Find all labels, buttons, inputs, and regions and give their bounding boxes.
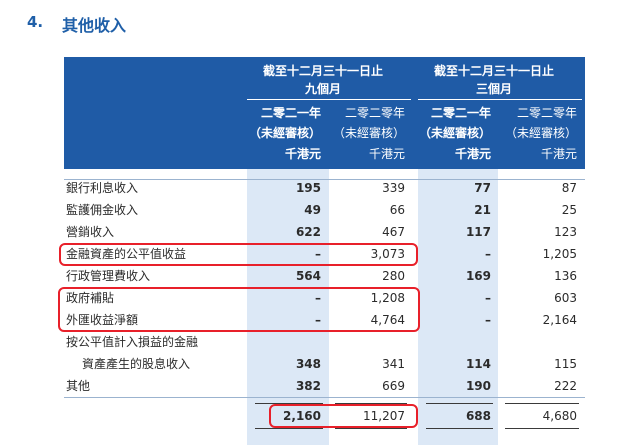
cell: 77 [474,181,491,195]
cell: 49 [304,203,321,217]
col3-year: 二零二一年 [430,106,491,120]
cell: 190 [465,379,491,393]
col4-status: （未經審核） [504,126,577,140]
total-cell: 688 [465,409,491,423]
row-label: 監護佣金收入 [66,203,139,217]
cell: 169 [465,269,491,283]
cell: 222 [554,379,577,393]
group-left-line1: 截至十二月三十一日止 [262,64,383,78]
section-title: 其他收入 [62,16,127,35]
cell: – [485,313,491,327]
cell: – [485,291,491,305]
total-rule [335,403,407,404]
row-label: 資產產生的股息收入 [82,357,191,371]
row-label: 金融資產的公平值收益 [66,247,187,261]
cell: 341 [382,357,405,371]
col2-year: 二零二零年 [344,106,405,120]
cell: – [315,247,321,261]
cell: 117 [465,225,491,239]
highlight-box [58,287,420,332]
cell: 564 [295,269,321,283]
col3-unit: 千港元 [454,147,491,161]
total-cell: 4,680 [542,409,577,423]
row-divider [64,397,585,398]
col3-status: （未經審核） [418,126,491,140]
cell: 603 [554,291,577,305]
col1-shade [247,169,329,445]
cell: 195 [295,181,321,195]
row-label: 其他 [66,379,91,393]
cell: 87 [561,181,577,195]
table-header [64,57,585,169]
section-number: 4. [27,13,44,31]
cell: 280 [382,269,405,283]
group-right-line2: 三個月 [475,82,512,96]
cell: 3,073 [370,247,405,261]
col4-unit: 千港元 [540,147,577,161]
cell: 339 [382,181,405,195]
group-right-divider [418,99,582,100]
total-rule [335,428,407,429]
group-right-line1: 截至十二月三十一日止 [433,64,554,78]
cell: 114 [465,357,491,371]
group-left-divider [247,99,411,100]
row-label: 營銷收入 [66,225,115,239]
total-rule [426,428,493,429]
cell: 123 [554,225,577,239]
cell: 21 [474,203,491,217]
col2-status: （未經審核） [332,126,405,140]
cell: 382 [295,379,321,393]
row-divider [64,179,585,180]
cell: 622 [295,225,321,239]
cell: 467 [382,225,405,239]
col4-year: 二零二零年 [516,106,577,120]
cell: 136 [554,269,577,283]
cell: – [315,313,321,327]
col3-shade [418,169,498,445]
row-label: 銀行利息收入 [66,181,139,195]
col1-unit: 千港元 [284,147,321,161]
col2-unit: 千港元 [368,147,405,161]
group-left-line2: 九個月 [304,82,341,96]
row-label: 按公平值計入損益的金融 [66,335,199,349]
cell: – [315,291,321,305]
cell: 669 [382,379,405,393]
total-rule [426,403,493,404]
total-rule [505,403,579,404]
col1-year: 二零二一年 [260,106,321,120]
cell: – [485,247,491,261]
total-cell: 11,207 [363,409,405,423]
cell: 4,764 [370,313,405,327]
cell: 25 [561,203,577,217]
col1-status: （未經審核） [248,126,321,140]
total-rule [255,428,323,429]
total-rule [505,428,579,429]
row-label: 行政管理費收入 [66,269,151,283]
cell: 348 [295,357,321,371]
row-label: 政府補貼 [66,291,115,305]
total-cell: 2,160 [283,409,321,423]
cell: 1,208 [370,291,405,305]
row-label: 外匯收益淨額 [66,313,139,327]
total-rule [255,403,323,404]
highlight-box [269,404,418,428]
cell: 115 [554,357,577,371]
cell: 1,205 [542,247,577,261]
highlight-box [59,243,418,266]
cell: 2,164 [542,313,577,327]
cell: 66 [389,203,405,217]
